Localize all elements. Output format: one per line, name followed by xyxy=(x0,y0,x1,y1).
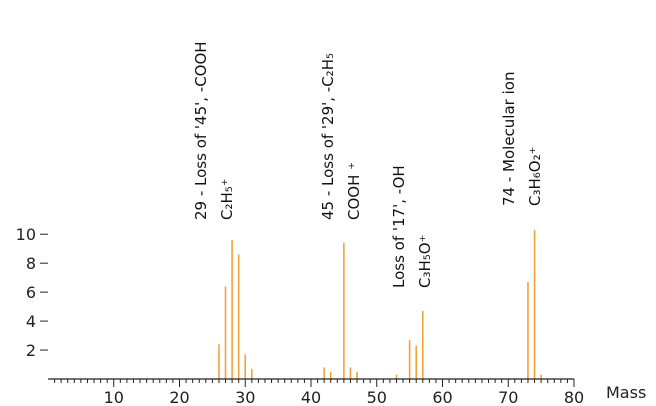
x-tick-label: 30 xyxy=(235,388,255,406)
y-tick-label: 6 xyxy=(26,283,36,302)
bars-layer xyxy=(218,229,542,379)
x-tick-label: 10 xyxy=(104,388,124,406)
x-tick-label: 40 xyxy=(301,388,321,406)
y-tick-label: 4 xyxy=(26,312,36,331)
y-axis-ticks: 2 4 6 8 10 xyxy=(16,225,48,360)
annotation-3-line-1: Loss of '17', -OH xyxy=(390,165,408,288)
annotation-2-line-1: 45 - Loss of '29', -C₂H₅ xyxy=(319,53,337,220)
x-tick-label: 60 xyxy=(432,388,452,406)
annotation-3: Loss of '17', -OH C₃H₅O⁺ xyxy=(390,165,434,288)
annotation-1-line-1: 29 - Loss of '45', -COOH xyxy=(192,41,210,220)
x-tick-label: 20 xyxy=(169,388,189,406)
annotation-2-line-2: COOH ⁺ xyxy=(345,162,363,220)
annotation-1-line-2: C₂H₅⁺ xyxy=(218,178,236,220)
annotation-4-line-1: 74 - Molecular ion xyxy=(500,72,518,206)
annotation-4-line-2: C₃H₆O₂⁺ xyxy=(526,146,544,206)
x-minor-ticks xyxy=(54,379,568,383)
annotation-2: 45 - Loss of '29', -C₂H₅ COOH ⁺ xyxy=(319,53,363,220)
x-tick-label: 50 xyxy=(367,388,387,406)
y-tick-label: 10 xyxy=(16,225,36,244)
x-axis-ticks: 10 20 30 40 50 60 70 80 xyxy=(104,379,584,406)
y-tick-label: 2 xyxy=(26,341,36,360)
annotation-1: 29 - Loss of '45', -COOH C₂H₅⁺ xyxy=(192,41,236,220)
x-axis-label: Mass xyxy=(606,383,646,402)
annotation-4: 74 - Molecular ion C₃H₆O₂⁺ xyxy=(500,72,544,206)
y-tick-label: 8 xyxy=(26,254,36,273)
annotation-3-line-2: C₃H₅O⁺ xyxy=(416,234,434,288)
x-tick-label: 80 xyxy=(564,388,584,406)
x-tick-label: 70 xyxy=(498,388,518,406)
